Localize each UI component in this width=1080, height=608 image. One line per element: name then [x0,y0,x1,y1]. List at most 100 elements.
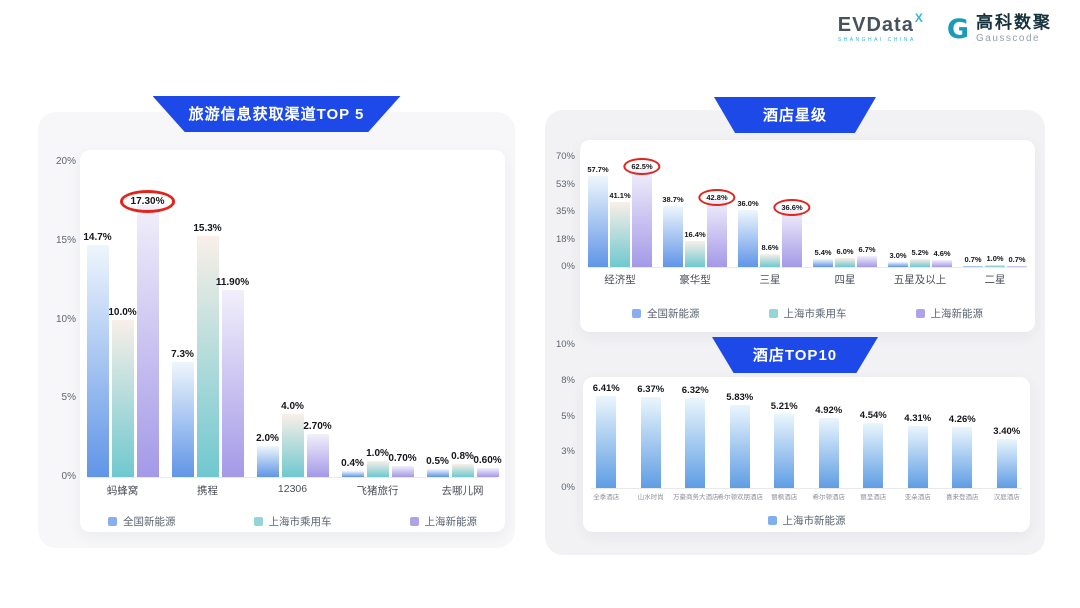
bar-group: 0.5% 0.8% 0.60% [420,162,505,477]
bar-上海新能源-四星: 6.7% [857,245,877,267]
bar-上海市乘用车-豪华型: 16.4% [684,230,706,267]
bar-group: 6.32% [673,345,718,488]
gausscode-name-en: Gausscode [976,33,1041,44]
bar-value-label: 2.70% [303,421,332,433]
bar-全国新能源-三星: 36.0% [737,199,759,267]
bar-上海市乘用车-去哪儿网: 0.8% [451,451,474,477]
bar-group: 7.3% 15.3% 11.90% [165,162,250,477]
category-label: 三星 [759,274,781,286]
bar-value-label: 4.92% [815,404,843,416]
bar-value-label: 1.0% [366,448,389,460]
x-axis-baseline [591,488,1022,489]
y-axis-tick: 70% [555,151,575,162]
bar-上海市新能源-万豪商务大酒店: 6.32% [682,385,709,488]
bar-上海市新能源-希尔顿酒店: 4.92% [815,405,842,488]
bar-value-label: 7.3% [171,349,194,361]
hotel-panel: 酒店星级 酒店TOP10 70% 53% 35% 18% 0% 57.7% 41.1% 62.… [545,97,1045,555]
bar-value-label: 6.0% [836,246,854,256]
bar-value-label: 8.6% [761,242,779,252]
category-label: 希尔顿酒店 [812,494,846,501]
bar-value-label: 4.54% [859,410,887,422]
hotel-star-rating-categories: 经济型 豪华型 三星 四星 五星及以上 二星 [580,272,1035,287]
bar-value-label: 6.41% [592,383,620,395]
bar-group: 4.26% [940,345,985,488]
bar-上海市新能源-喜来登酒店: 4.26% [949,414,976,488]
hotel-star-rating-card [580,140,1035,332]
legend-label: 全国新能源 [123,516,176,528]
bar-value-label: 0.4% [341,457,364,469]
hotel-top10-title-banner: 酒店TOP10 [712,337,878,373]
bar-value-label: 4.26% [948,414,976,426]
bar-上海市新能源-丽枫酒店: 5.21% [771,401,798,488]
category-label: 飞猪旅行 [356,485,399,497]
x-axis-baseline [88,477,497,478]
bar-value-label: 0.70% [388,452,417,464]
bar-group: 2.0% 4.0% 2.70% [250,162,335,477]
bar-上海新能源-去哪儿网: 0.60% [473,455,502,477]
bar-value-label: 4.31% [904,413,932,425]
legend-label: 全国新能源 [647,308,700,320]
hotel-top10-categories: 全季酒店 山水时尚 万豪商务大酒店 希尔顿欢朋酒店 丽枫酒店 希尔顿酒店 丽呈酒店 亚朵酒店 喜… [583,491,1030,501]
bar-value-label: 16.4% [684,230,706,240]
bar-value-label: 38.7% [662,195,684,205]
bar-group: 3.40% [985,345,1030,488]
bar-上海新能源-携程: 11.90% [216,277,249,477]
bar-group: 6.37% [629,345,674,488]
legend-marker [915,309,925,318]
legend-marker [253,517,263,526]
category-label: 去哪儿网 [441,485,484,497]
bar-上海新能源-豪华型: 42.8% [698,188,736,267]
travel-channels-legend: 全国新能源 上海市乘用车 上海新能源 [80,514,505,529]
category-label: 喜来登酒店 [946,494,979,501]
evdata-tagline: SHANGHAI CHINA [837,37,916,43]
bar-上海新能源-蚂蜂窝: 17.30% [119,189,176,477]
hotel-top10-legend: 上海市新能源 [583,513,1030,528]
bar-上海新能源-三星: 36.6% [773,198,811,267]
y-axis-tick: 10% [555,339,575,350]
bar-value-label: 57.7% [587,165,609,175]
bar-value-label: 3.0% [889,251,907,261]
bar-value-label: 0.60% [473,454,502,466]
bar-group: 0.4% 1.0% 0.70% [335,162,420,477]
legend-item: 上海新能源 [409,514,477,529]
bar-value-label: 15.3% [193,223,222,235]
legend-label: 上海市乘用车 [268,516,332,528]
legend-marker [632,309,641,318]
bar-上海市新能源-希尔顿欢朋酒店: 5.83% [726,392,753,488]
evdata-wordmark: EVData [837,14,914,36]
bar-value-label: 4.0% [281,401,304,412]
category-label: 丽呈酒店 [860,494,887,501]
y-axis-tick: 5% [561,410,575,422]
bar-上海市新能源-全季酒店: 6.41% [593,383,620,488]
y-axis-tick: 0% [61,471,76,482]
bar-value-label: 5.83% [726,391,754,403]
category-label: 山水时尚 [637,494,664,501]
bar-上海新能源-飞猪旅行: 0.70% [388,453,417,477]
bar-全国新能源-飞猪旅行: 0.4% [341,458,364,477]
bar-value-label: 5.2% [911,247,929,257]
bar-value-label: 0.7% [964,254,982,264]
bar-上海市乘用车-经济型: 41.1% [609,191,631,267]
legend-item: 全国新能源 [108,514,176,529]
bar-全国新能源-四星: 5.4% [813,248,833,267]
bar-value-label: 3.40% [993,426,1021,438]
bar-上海市乘用车-二星: 1.0% [985,254,1005,267]
bar-value-label: 11.90% [215,276,250,288]
bar-上海市新能源-亚朵酒店: 4.31% [904,413,931,488]
bar-group: 4.54% [851,345,896,488]
bar-value-label: 0.7% [1008,254,1026,264]
y-axis-tick: 0% [561,261,575,272]
legend-marker [767,516,777,525]
y-axis-tick: 5% [61,392,76,404]
x-axis-baseline [588,267,1027,268]
category-label: 四星 [834,274,856,286]
bar-全国新能源-蚂蜂窝: 14.7% [83,232,112,477]
y-axis-tick: 0% [561,482,575,493]
bar-group: 6.41% [584,345,629,488]
category-label: 经济型 [604,274,636,286]
category-label: 五星及以上 [893,274,947,286]
bar-group: 4.31% [896,345,941,488]
bar-group: 38.7% 16.4% 42.8% [658,157,736,267]
y-axis-tick: 18% [555,233,575,245]
